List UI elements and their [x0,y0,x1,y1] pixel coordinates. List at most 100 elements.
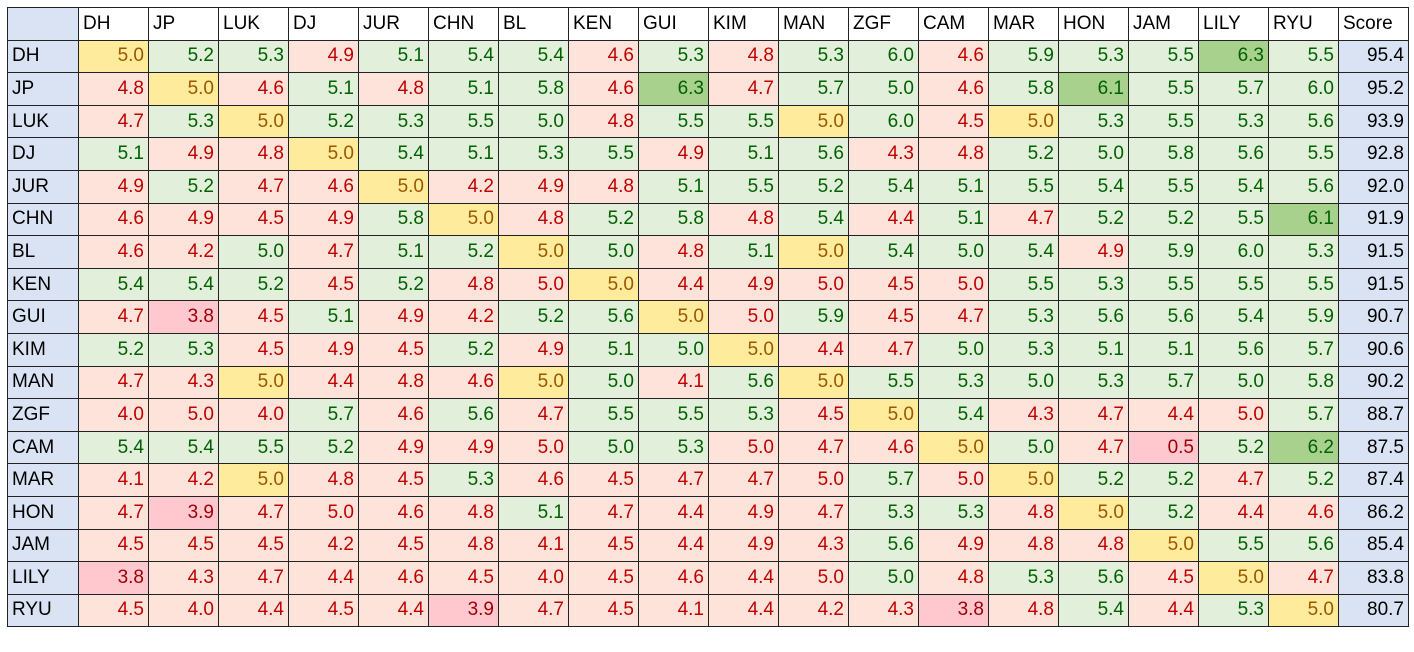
column-header: ZGF [848,7,919,41]
rating-cell: 5.0 [918,235,989,269]
rating-cell: 3.8 [918,593,989,628]
rating-cell: 4.4 [778,332,849,367]
rating-cell: 5.5 [638,398,709,432]
rating-cell: 5.5 [218,430,289,465]
rating-cell: 4.9 [708,495,779,530]
rating-cell: 4.8 [428,267,499,302]
rating-cell: 4.9 [708,528,779,563]
score-cell: 86.2 [1338,495,1409,530]
rating-cell: 5.6 [1268,104,1339,139]
rating-cell: 5.6 [848,528,919,563]
table-row: DH 5.0 5.2 5.3 4.9 5.1 5.4 5.4 4.6 5.3 4.8 5.3 6.0 4.… [7,39,1409,74]
rating-cell: 5.2 [428,332,499,367]
rating-cell: 5.4 [1058,169,1129,204]
rating-cell: 4.0 [498,561,569,595]
rating-cell: 6.0 [1198,235,1269,269]
rating-cell: 4.7 [1058,430,1129,465]
rating-cell: 4.9 [288,202,359,237]
rating-cell: 4.9 [498,169,569,204]
rating-cell: 4.8 [498,202,569,237]
rating-cell: 5.2 [148,169,219,204]
row-label: LILY [7,561,79,595]
rating-cell: 5.0 [1198,365,1269,400]
table-row: CHN 4.6 4.9 4.5 4.9 5.8 5.0 4.8 5.2 5.8 4.8 5.4 4.4 5… [7,202,1409,237]
rating-cell: 4.5 [218,202,289,237]
column-header: GUI [638,7,709,41]
rating-cell: 5.3 [148,332,219,367]
score-cell: 95.2 [1338,72,1409,106]
rating-cell: 5.2 [288,104,359,139]
rating-cell: 5.2 [288,430,359,465]
rating-cell: 5.5 [708,169,779,204]
rating-cell: 5.2 [148,39,219,74]
table-row: CAM 5.4 5.4 5.5 5.2 4.9 4.9 5.0 5.0 5.3 5.0 4.7 4.6 5… [7,430,1409,465]
rating-cell: 5.3 [778,39,849,74]
rating-cell: 5.4 [78,267,149,302]
rating-cell: 5.1 [918,202,989,237]
rating-cell: 4.6 [638,561,709,595]
rating-cell: 5.0 [498,104,569,139]
rating-cell: 5.0 [1268,593,1339,628]
column-header: HON [1058,7,1129,41]
rating-cell: 5.0 [288,495,359,530]
rating-cell: 4.7 [498,398,569,432]
score-cell: 91.5 [1338,267,1409,302]
score-cell: 92.8 [1338,137,1409,171]
rating-cell: 5.1 [498,495,569,530]
rating-cell: 4.8 [918,561,989,595]
rating-cell: 5.3 [638,430,709,465]
rating-cell: 4.7 [1058,398,1129,432]
rating-cell: 5.3 [988,332,1059,367]
row-label: ZGF [7,398,79,432]
rating-cell: 5.3 [358,104,429,139]
rating-cell: 5.0 [218,104,289,139]
rating-cell: 4.5 [918,104,989,139]
rating-cell: 5.1 [358,39,429,74]
rating-cell: 4.8 [708,39,779,74]
rating-cell: 4.4 [848,202,919,237]
column-header: LILY [1198,7,1269,41]
rating-cell: 5.2 [1128,202,1199,237]
rating-cell: 4.1 [78,463,149,497]
rating-cell: 5.6 [1128,300,1199,334]
rating-cell: 5.8 [1128,137,1199,171]
rating-cell: 4.3 [988,398,1059,432]
rating-cell: 4.5 [218,528,289,563]
rating-cell: 5.0 [498,365,569,400]
rating-cell: 4.4 [358,593,429,628]
rating-cell: 4.4 [638,528,709,563]
row-label: KEN [7,267,79,302]
rating-cell: 6.0 [848,39,919,74]
rating-cell: 4.6 [428,365,499,400]
rating-cell: 4.6 [358,495,429,530]
rating-cell: 5.6 [1268,169,1339,204]
table-row: JUR 4.9 5.2 4.7 4.6 5.0 4.2 4.9 4.8 5.1 5.5 5.2 5.4 5… [7,169,1409,204]
rating-cell: 4.4 [638,495,709,530]
rating-cell: 4.5 [218,300,289,334]
rating-cell: 5.9 [988,39,1059,74]
rating-cell: 4.7 [78,104,149,139]
rating-cell: 4.9 [288,39,359,74]
rating-cell: 4.4 [288,365,359,400]
rating-cell: 6.3 [1198,39,1269,74]
rating-cell: 0.5 [1128,430,1199,465]
rating-cell: 5.3 [708,398,779,432]
rating-cell: 5.0 [848,561,919,595]
rating-cell: 5.3 [1058,39,1129,74]
rating-cell: 5.7 [288,398,359,432]
rating-cell: 4.7 [778,430,849,465]
rating-cell: 5.5 [1268,267,1339,302]
rating-cell: 4.7 [78,300,149,334]
rating-cell: 5.0 [428,202,499,237]
rating-cell: 5.4 [778,202,849,237]
rating-cell: 4.9 [358,430,429,465]
rating-cell: 5.1 [638,169,709,204]
score-cell: 80.7 [1338,593,1409,628]
rating-cell: 5.0 [708,300,779,334]
rating-cell: 5.5 [638,104,709,139]
rating-cell: 5.7 [1268,332,1339,367]
rating-cell: 4.6 [848,430,919,465]
rating-cell: 5.5 [848,365,919,400]
rating-cell: 4.6 [358,561,429,595]
rating-cell: 5.8 [1268,365,1339,400]
